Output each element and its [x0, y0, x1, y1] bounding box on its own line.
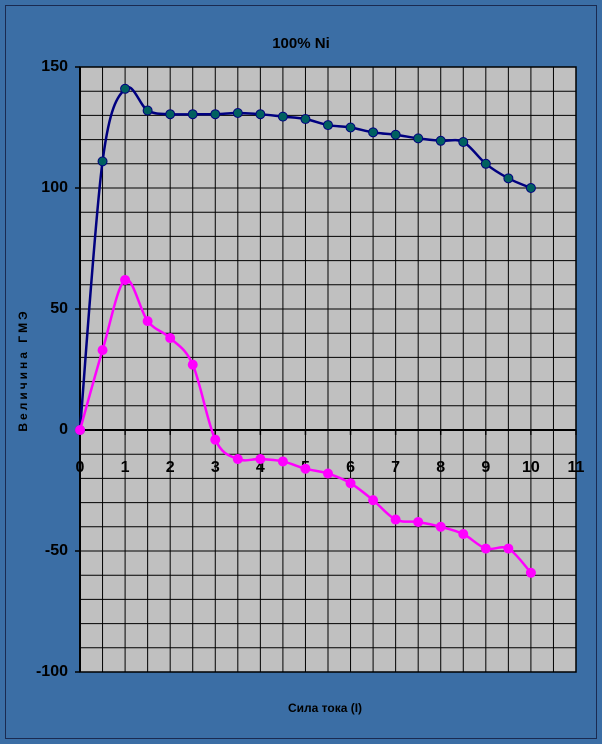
data-point [75, 425, 85, 435]
x-tick-label: 4 [256, 459, 265, 476]
data-point [480, 158, 491, 169]
x-axis-label: Сила тока (I) [288, 701, 362, 715]
data-point [232, 454, 243, 465]
data-point [277, 456, 288, 467]
data-point [458, 529, 469, 540]
data-point [210, 434, 221, 445]
y-tick-label: 150 [41, 58, 68, 75]
data-point [277, 111, 288, 122]
data-point [187, 109, 198, 120]
data-point [503, 543, 514, 554]
chart-border [5, 5, 597, 739]
x-tick-label: 9 [481, 459, 490, 476]
x-tick-label: 0 [76, 459, 85, 476]
data-point [120, 83, 131, 94]
y-tick-label: 50 [50, 300, 68, 317]
data-point [187, 359, 198, 370]
data-point [142, 105, 153, 116]
data-point [97, 156, 108, 167]
data-point [503, 173, 514, 184]
data-point [368, 127, 379, 138]
y-axis-label: Величина ГМЭ [16, 308, 30, 431]
data-point [165, 109, 176, 120]
x-tick-label: 11 [568, 459, 585, 476]
data-point [210, 109, 221, 120]
data-point [142, 316, 153, 327]
data-point [413, 516, 424, 527]
x-tick-label: 6 [346, 459, 355, 476]
data-point [525, 183, 536, 193]
data-point [413, 133, 424, 144]
data-point [323, 468, 333, 479]
data-point [525, 567, 536, 578]
data-point [300, 114, 311, 125]
data-point [390, 129, 401, 140]
data-point [165, 333, 176, 344]
data-point [480, 543, 491, 554]
x-tick-label: 3 [211, 459, 220, 476]
data-point [345, 478, 356, 489]
data-point [120, 274, 131, 285]
data-point [458, 137, 469, 148]
y-tick-label: 0 [59, 421, 68, 438]
data-point [97, 345, 108, 356]
x-tick-label: 7 [391, 459, 400, 476]
y-tick-label: 100 [41, 179, 68, 196]
data-point [255, 109, 266, 120]
chart-title: 100% Ni [272, 35, 330, 52]
x-tick-label: 2 [166, 459, 175, 476]
data-point [435, 135, 446, 146]
x-tick-label: 10 [522, 459, 540, 476]
data-point [368, 495, 379, 506]
x-tick-label: 1 [121, 459, 130, 476]
data-point [300, 463, 311, 474]
data-point [323, 120, 333, 131]
data-point [390, 514, 401, 525]
y-tick-label: -100 [36, 663, 68, 680]
data-point [255, 454, 266, 465]
y-tick-label: -50 [45, 542, 68, 559]
data-point [435, 521, 446, 532]
x-tick-label: 8 [436, 459, 445, 476]
series-line [78, 85, 532, 431]
data-point [345, 122, 356, 133]
data-point [232, 107, 243, 118]
